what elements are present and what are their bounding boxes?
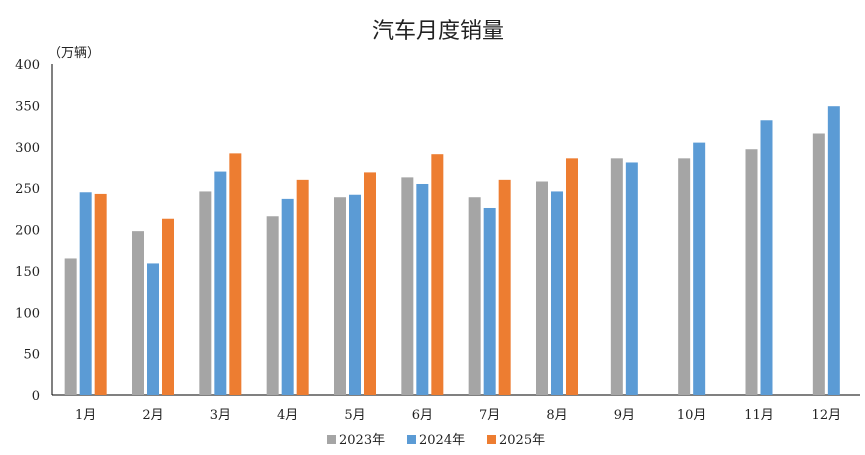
bar-2024年-6月 (416, 183, 429, 395)
x-tick-label: 3月 (210, 408, 231, 423)
bar-2024年-7月 (483, 207, 496, 395)
bar-2025年-7月 (498, 179, 511, 395)
bar-2024年-5月 (349, 194, 361, 395)
x-tick-label: 1月 (75, 408, 96, 423)
x-tick-label: 5月 (344, 408, 365, 423)
bar-2024年-9月 (625, 162, 638, 395)
y-tick-label: 100 (15, 306, 40, 321)
bar-2023年-12月 (812, 133, 825, 395)
legend-label: 2024年 (419, 433, 465, 448)
y-tick-label: 150 (15, 265, 40, 280)
axes (51, 64, 860, 396)
x-tick-label: 4月 (277, 408, 298, 423)
bar-2023年-5月 (334, 197, 346, 395)
bar-2025年-6月 (431, 154, 444, 395)
y-axis-unit-label: （万辆） (48, 46, 100, 61)
bar-2024年-10月 (693, 142, 706, 395)
x-tick-label: 12月 (812, 408, 842, 423)
legend-swatch (407, 435, 416, 444)
bar-2024年-2月 (147, 263, 159, 395)
bar-2024年-12月 (827, 106, 840, 395)
y-tick-label: 300 (15, 141, 40, 156)
bar-2023年-2月 (132, 231, 144, 395)
bar-2023年-3月 (199, 191, 212, 395)
bar-2023年-6月 (401, 177, 414, 395)
bar-2025年-5月 (364, 172, 376, 395)
x-tick-label: 8月 (546, 408, 567, 423)
legend-label: 2023年 (339, 433, 385, 448)
y-tick-label: 250 (15, 182, 40, 197)
bar-2025年-1月 (94, 193, 107, 395)
bar-2024年-1月 (79, 192, 92, 395)
bar-2025年-3月 (229, 153, 242, 395)
bar-2024年-4月 (281, 198, 294, 395)
bar-2023年-1月 (64, 258, 77, 395)
bar-2023年-11月 (745, 149, 758, 395)
y-tick-labels: 0 50 100 150 200 250 300 350 400 (15, 58, 40, 404)
y-tick-label: 200 (15, 224, 40, 239)
x-tick-label: 7月 (479, 408, 500, 423)
x-tick-label: 6月 (412, 408, 433, 423)
bar-2025年-4月 (296, 179, 309, 395)
bar-2024年-11月 (760, 120, 773, 396)
legend: 2023年 2024年 2025年 (327, 433, 545, 448)
bar-2025年-8月 (566, 158, 578, 395)
x-tick-label: 11月 (744, 408, 774, 423)
legend-swatch (327, 435, 336, 444)
bar-2023年-9月 (610, 158, 623, 395)
y-tick-label: 50 (23, 348, 40, 363)
y-tick-label: 350 (15, 99, 40, 114)
x-tick-labels: 1月 2月 3月 4月 5月 6月 7月 8月 9月 10月 11月 12月 (75, 408, 841, 423)
y-tick-label: 0 (32, 389, 40, 404)
y-tick-label: 400 (15, 58, 40, 73)
x-tick-label: 10月 (677, 408, 707, 423)
x-tick-label: 9月 (614, 408, 635, 423)
legend-swatch (487, 435, 496, 444)
bar-2023年-8月 (536, 181, 548, 395)
bar-2023年-7月 (468, 197, 481, 395)
bar-2023年-10月 (678, 158, 691, 395)
bar-2025年-2月 (162, 218, 174, 395)
x-tick-label: 2月 (142, 408, 163, 423)
legend-label: 2025年 (499, 433, 545, 448)
bar-2024年-8月 (551, 191, 563, 395)
bar-2023年-4月 (266, 216, 279, 395)
bars-group (64, 106, 840, 396)
bar-2024年-3月 (214, 171, 227, 395)
chart-title: 汽车月度销量 (372, 19, 504, 44)
